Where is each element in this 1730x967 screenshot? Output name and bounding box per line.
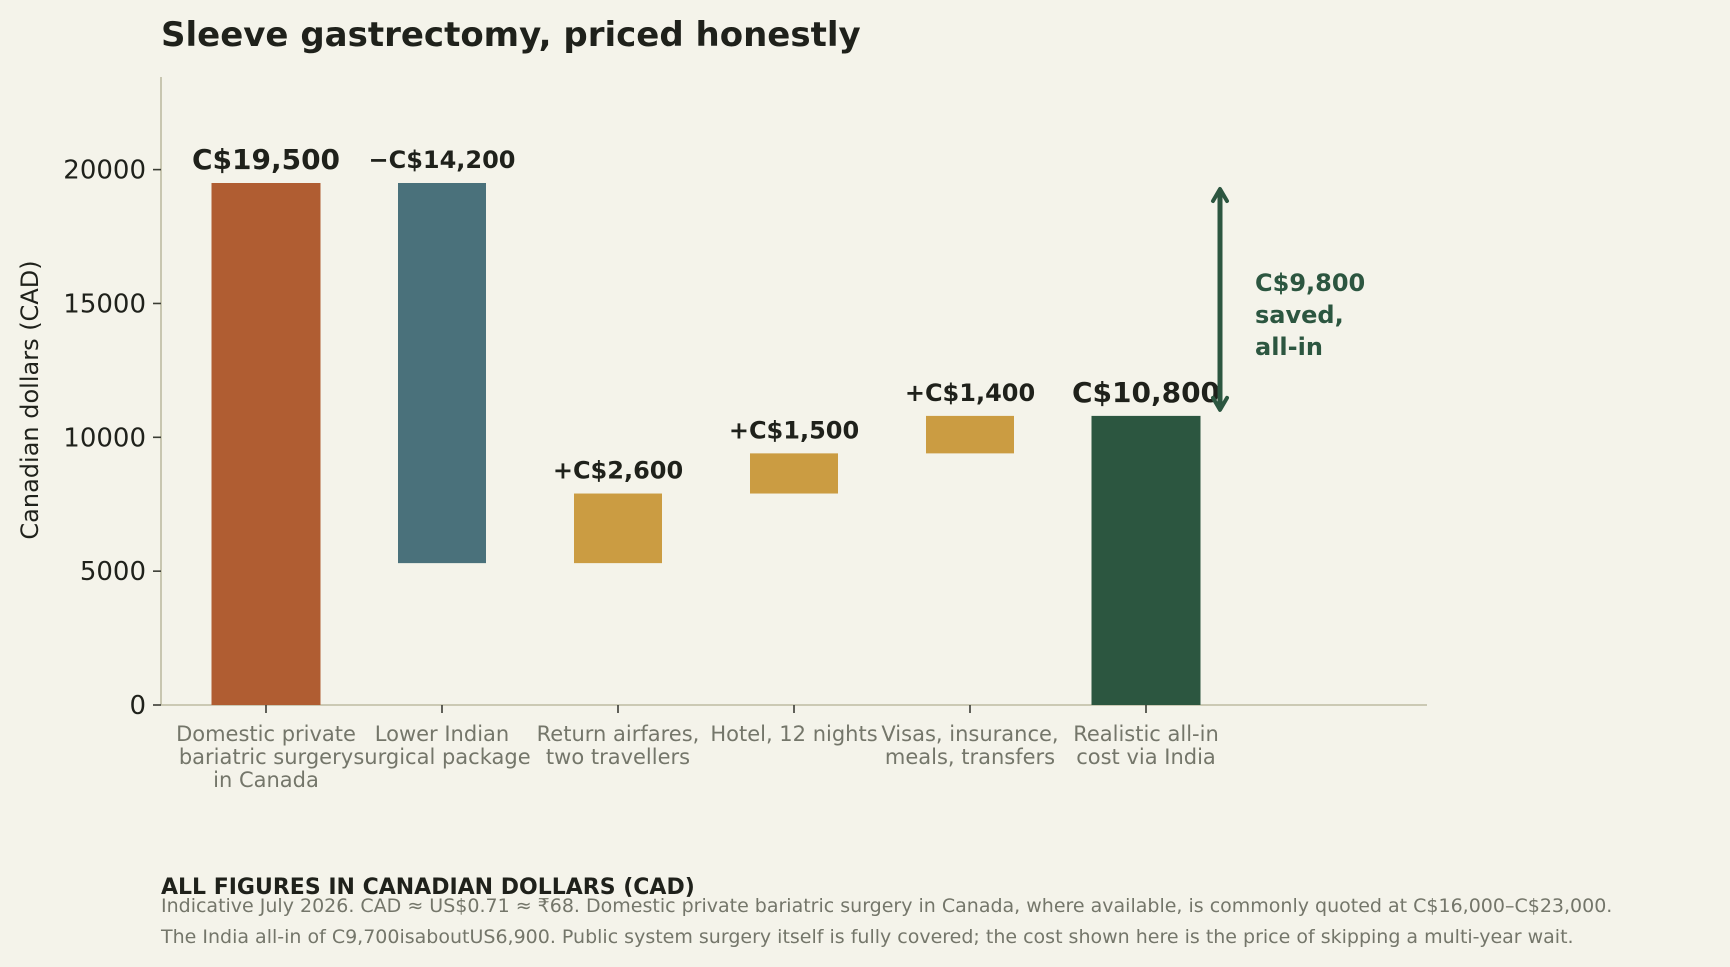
savings-annotation-line: saved, [1255, 301, 1344, 329]
bar-4 [750, 453, 838, 494]
category-label-line: meals, transfers [885, 745, 1055, 769]
bar-3 [574, 493, 662, 564]
footer-note-line-2: The India all-in of C9,700isaboutUS6,900… [160, 926, 1574, 948]
y-axis-label: Canadian dollars (CAD) [16, 260, 44, 539]
category-label-line: surgical package [353, 745, 530, 769]
bar-6-value-label: C$10,800 [1072, 376, 1220, 409]
bar-3-value-label: +C$2,600 [553, 457, 683, 485]
category-label-line: Visas, insurance, [881, 722, 1058, 746]
category-label-line: bariatric surgery [179, 745, 353, 769]
bar-4-value-label: +C$1,500 [729, 416, 859, 444]
savings-arrow-head-up [1211, 187, 1229, 203]
bar-6 [1091, 415, 1201, 705]
savings-annotation-line: C$9,800 [1255, 269, 1365, 297]
bar-5 [926, 415, 1014, 454]
bar-2-value-label: −C$14,200 [368, 146, 515, 174]
category-label-2: Lower Indian surgical package [353, 722, 530, 769]
chart-title: Sleeve gastrectomy, priced honestly [161, 15, 861, 55]
category-label-line: Return airfares, [537, 722, 700, 746]
footer: ALL FIGURES IN CANADIAN DOLLARS (CAD) In… [160, 875, 1612, 948]
category-label-line: Lower Indian [375, 722, 509, 746]
category-label-line: Realistic all-in [1073, 722, 1219, 746]
category-label-line: in Canada [213, 768, 319, 792]
category-label-4: Hotel, 12 nights [710, 722, 877, 746]
y-tick-label: 20000 [63, 156, 146, 186]
category-label-line: cost via India [1076, 745, 1216, 769]
bar-5-value-label: +C$1,400 [905, 379, 1035, 407]
savings-annotation-line: all-in [1255, 333, 1323, 361]
category-label-3: Return airfares, two travellers [537, 722, 700, 769]
plot-area: 0 5000 10000 15000 20000 C$19,500 Domestic pri… [63, 77, 1427, 792]
bar-1-value-label: C$19,500 [192, 143, 340, 176]
savings-arrow-head-down [1211, 395, 1229, 412]
category-label-1: Domestic private bariatric surgery in Cana… [176, 722, 356, 792]
y-tick-label: 0 [129, 691, 146, 721]
category-label-line: Domestic private [176, 722, 356, 746]
category-label-line: two travellers [546, 745, 690, 769]
bar-1 [211, 183, 321, 705]
footer-heading: ALL FIGURES IN CANADIAN DOLLARS (CAD) [161, 875, 695, 900]
y-tick-label: 15000 [63, 289, 146, 319]
bar-2 [398, 183, 486, 564]
y-tick-label: 5000 [80, 557, 146, 587]
savings-annotation: C$9,800 saved, all-in [1255, 269, 1365, 361]
category-label-5: Visas, insurance, meals, transfers [881, 722, 1058, 769]
category-label-line: Hotel, 12 nights [710, 722, 877, 746]
category-label-6: Realistic all-in cost via India [1073, 722, 1219, 769]
footer-note-line-1: Indicative July 2026. CAD ≈ US$0.71 ≈ ₹6… [161, 895, 1612, 917]
y-tick-label: 10000 [63, 423, 146, 453]
